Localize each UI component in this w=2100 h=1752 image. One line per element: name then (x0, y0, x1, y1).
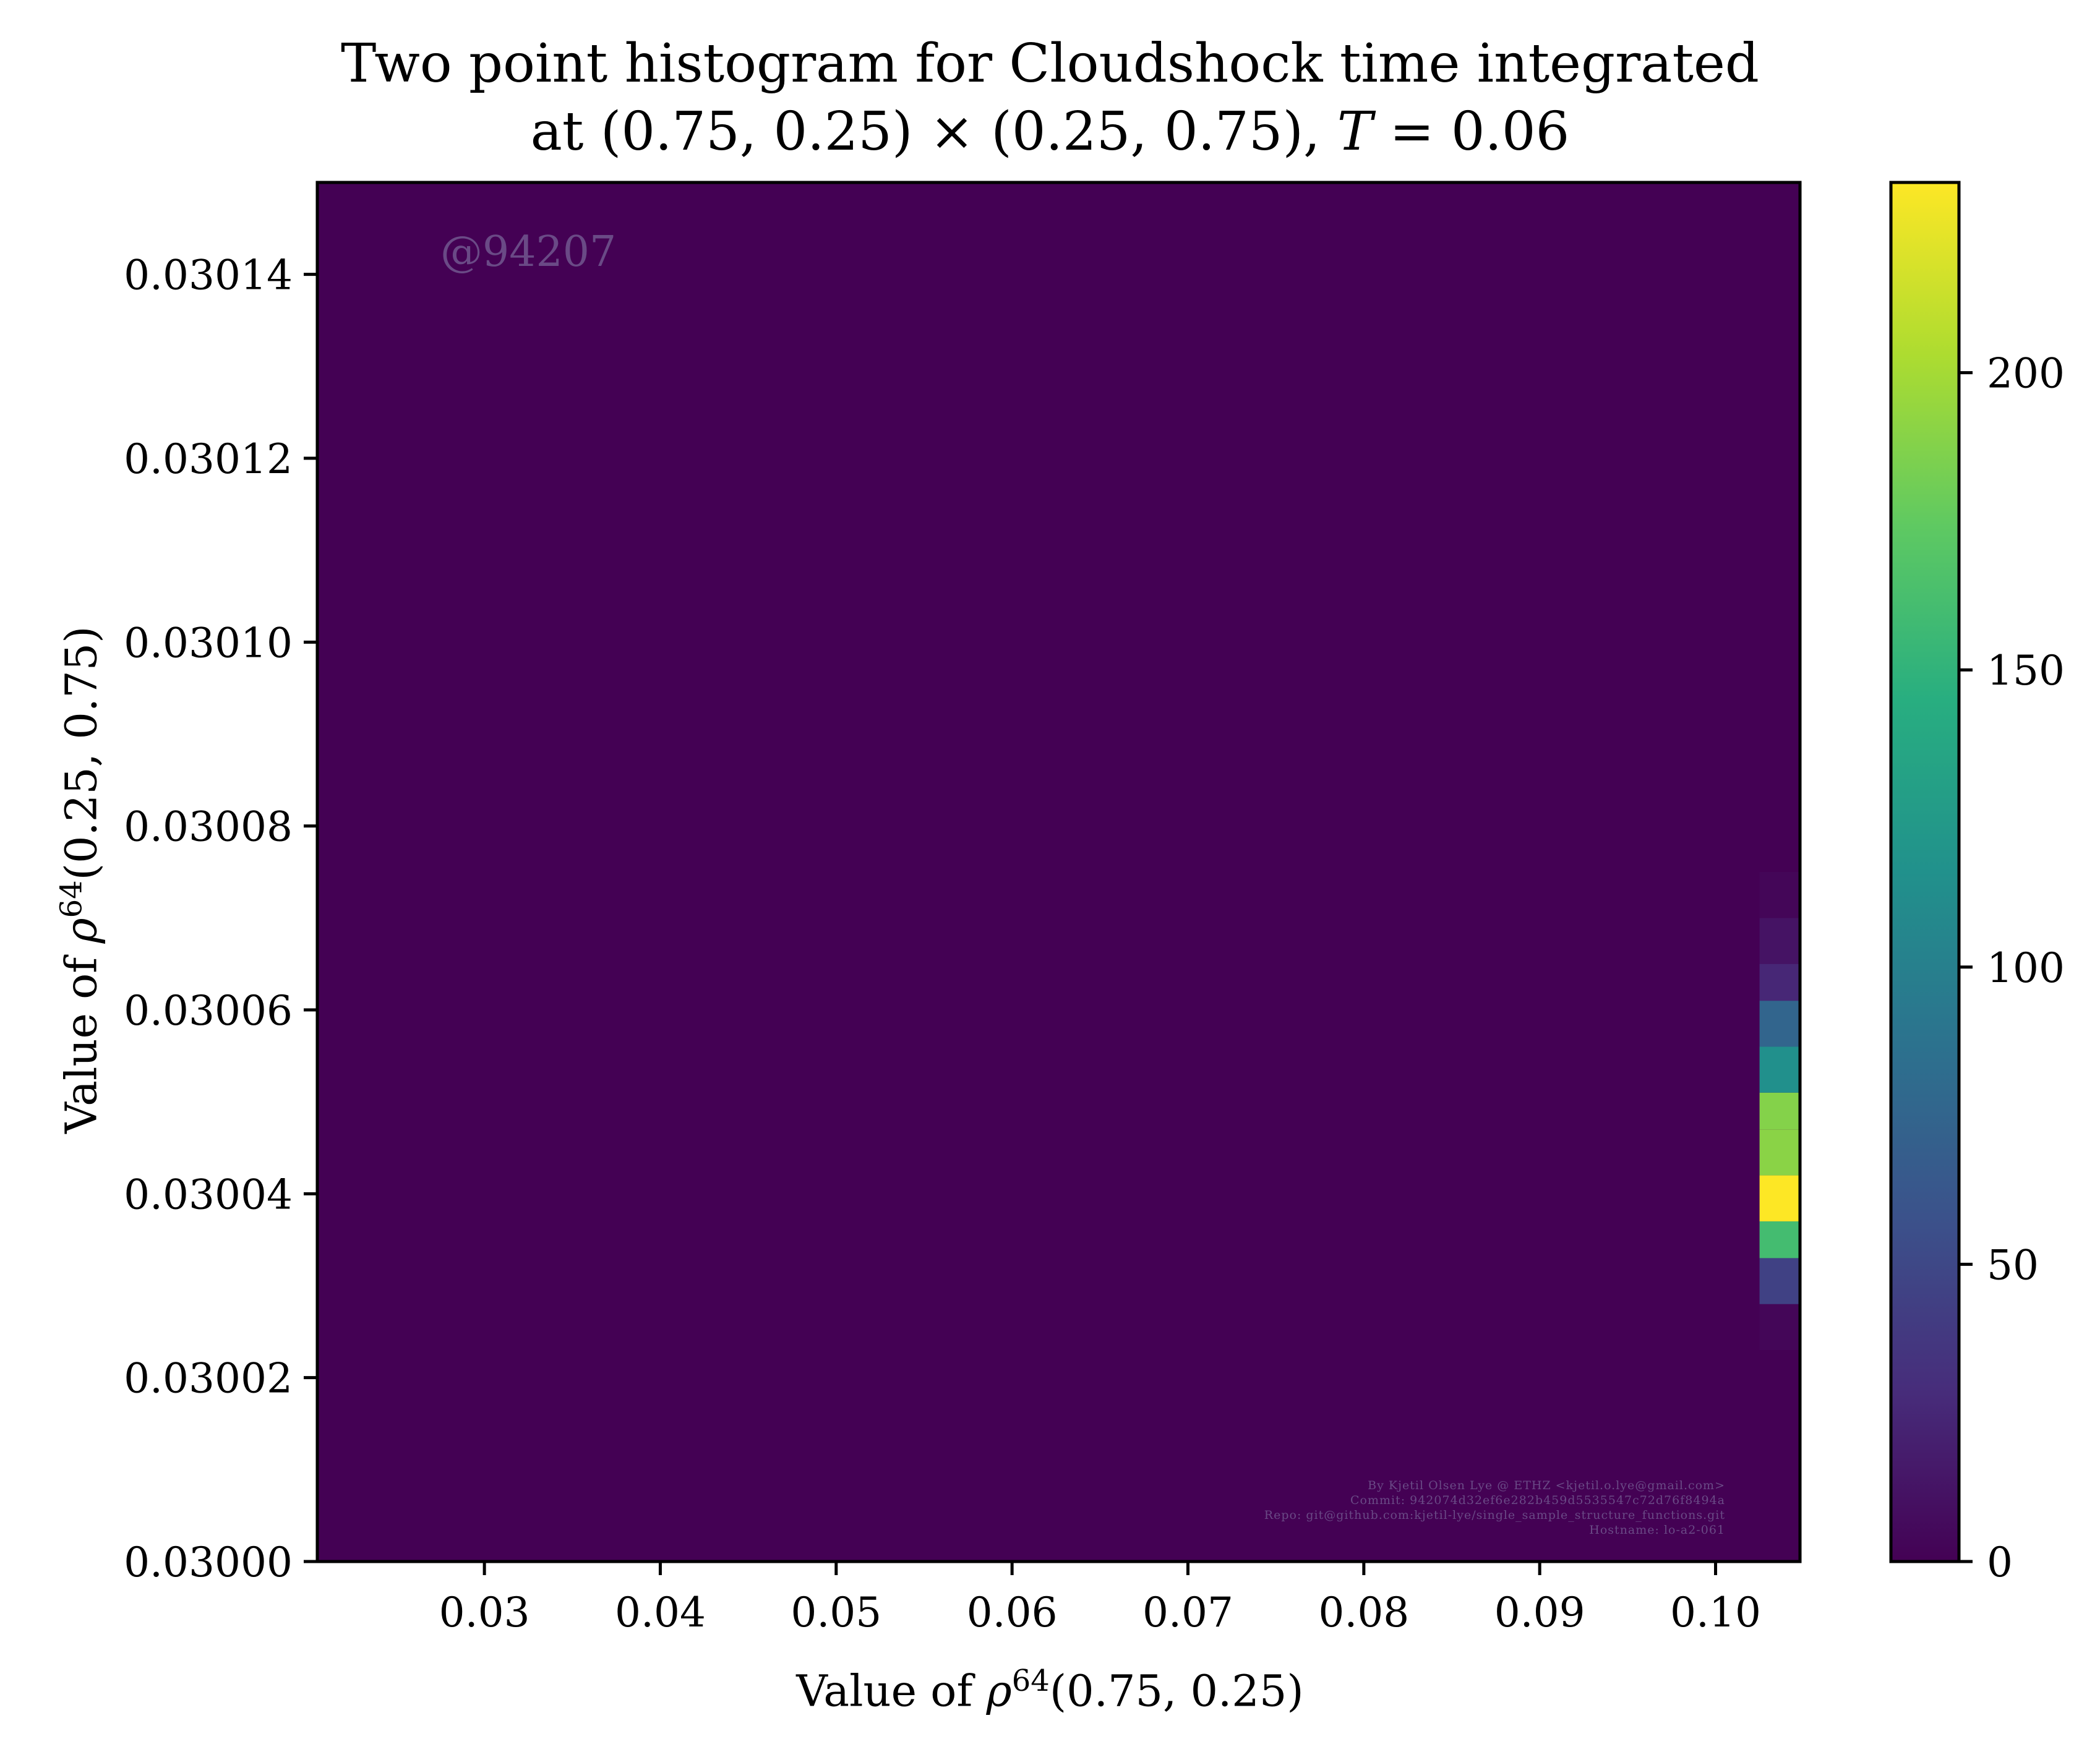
x-tick-label: 0.06 (967, 1589, 1058, 1636)
title-prefix: at (0.75, 0.25) × (0.25, 0.75), (530, 101, 1337, 163)
heatmap-background (317, 182, 1800, 1562)
colorbar-tick-label: 0 (1987, 1539, 2013, 1586)
credits-block: By Kjetil Olsen Lye @ ETHZ <kjetil.o.lye… (1264, 1478, 1725, 1537)
axes-frame (315, 181, 1802, 1563)
heatmap-cell (1759, 1304, 1800, 1351)
colorbar (1891, 182, 1959, 1562)
heatmap-cell (1759, 1175, 1800, 1221)
credit-line: Commit: 942074d32ef6e282b459d5535547c72d… (1350, 1493, 1725, 1507)
x-label-superscript: 64 (1011, 1664, 1050, 1698)
x-label-suffix: (0.75, 0.25) (1049, 1665, 1304, 1717)
x-axis-ticks: 0.03 0.04 0.05 0.06 0.07 0.08 0.09 0.10 (439, 1562, 1761, 1636)
x-label-prefix: Value of (796, 1665, 987, 1717)
y-tick-label: 0.03014 (124, 252, 293, 299)
y-axis-ticks: 0.03000 0.03002 0.03004 0.03006 0.03008 0.030… (124, 252, 317, 1586)
colorbar-frame (1889, 181, 1961, 1563)
y-tick-label: 0.03000 (124, 1539, 293, 1586)
x-tick-label: 0.05 (791, 1589, 881, 1636)
heatmap-cell (1759, 1129, 1800, 1176)
x-tick-label: 0.03 (439, 1589, 530, 1636)
x-tick-label: 0.10 (1670, 1589, 1761, 1636)
credit-line: Repo: git@github.com:kjetil-lye/single_s… (1264, 1508, 1725, 1522)
heatmap-cells (1759, 872, 1800, 1351)
heatmap-cell (1759, 1001, 1800, 1047)
colorbar-tick-label: 100 (1987, 944, 2065, 992)
y-tick-label: 0.03002 (124, 1355, 293, 1403)
chart-title-line-1: Two point histogram for Cloudshock time … (341, 33, 1759, 95)
colorbar-tick-label: 150 (1987, 647, 2065, 694)
credit-line: By Kjetil Olsen Lye @ ETHZ <kjetil.o.lye… (1368, 1479, 1725, 1492)
heatmap-cell (1759, 872, 1800, 918)
y-tick-label: 0.03004 (124, 1171, 293, 1218)
x-tick-label: 0.07 (1142, 1589, 1233, 1636)
heatmap-cell (1759, 918, 1800, 964)
heatmap-cell (1759, 1092, 1800, 1130)
x-label-symbol: ρ (986, 1665, 1012, 1717)
y-tick-label: 0.03006 (124, 987, 293, 1035)
watermark: @94207 (440, 228, 617, 276)
heatmap-cell (1759, 964, 1800, 1001)
x-axis-label: Value of ρ64(0.75, 0.25) (0, 1664, 2100, 1716)
x-tick-label: 0.09 (1494, 1589, 1585, 1636)
title-suffix: = 0.06 (1373, 101, 1570, 163)
credit-line: Hostname: lo-a2-061 (1589, 1523, 1725, 1537)
colorbar-ticks: 0 50 100 150 200 (1959, 350, 2065, 1586)
heatmap-cell (1759, 1221, 1800, 1258)
chart-title-line-2: at (0.75, 0.25) × (0.25, 0.75), T = 0.06 (0, 105, 2100, 158)
y-tick-label: 0.03010 (124, 619, 293, 667)
y-axis-label: Value of ρ64(0.25, 0.75) (54, 571, 106, 1189)
y-label-prefix: Value of (56, 943, 107, 1134)
x-tick-label: 0.04 (615, 1589, 706, 1636)
heatmap-cell (1759, 1046, 1800, 1093)
heatmap-cell (1759, 1258, 1800, 1304)
colorbar-tick-label: 50 (1987, 1241, 2039, 1289)
title-variable: T (1337, 101, 1373, 163)
y-tick-label: 0.03008 (124, 803, 293, 851)
y-label-suffix: (0.25, 0.75) (56, 626, 107, 881)
y-label-symbol: ρ (56, 918, 107, 944)
y-tick-label: 0.03012 (124, 435, 293, 483)
y-label-superscript: 64 (54, 880, 89, 918)
x-tick-label: 0.08 (1318, 1589, 1409, 1636)
colorbar-tick-label: 200 (1987, 350, 2065, 398)
